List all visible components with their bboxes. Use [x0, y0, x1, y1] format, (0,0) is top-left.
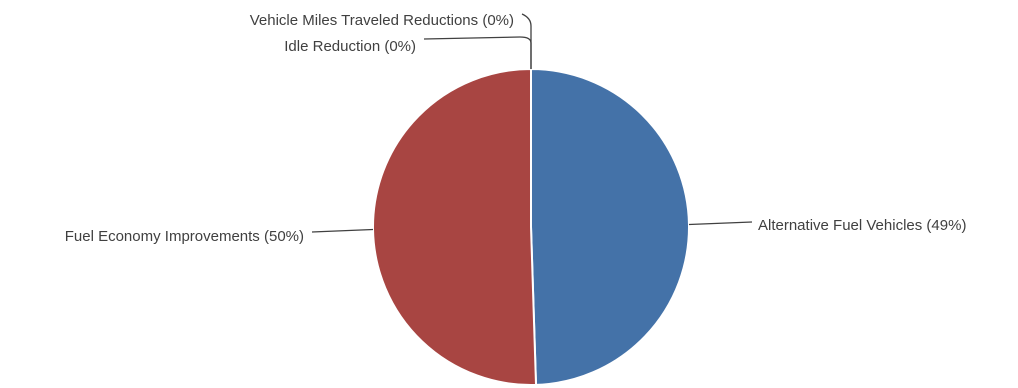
leader-line	[311, 228, 374, 233]
leader-lines	[311, 13, 753, 233]
leader-line	[423, 36, 532, 69]
pie-slices	[372, 67, 690, 386]
slice-label: Fuel Economy Improvements (50%)	[65, 228, 304, 245]
leader-line	[688, 221, 753, 226]
pie-slice-alternative-fuel-vehicles	[530, 67, 690, 386]
slice-labels: Alternative Fuel Vehicles (49%) Fuel Econ…	[65, 12, 967, 245]
slice-label: Vehicle Miles Traveled Reductions (0%)	[250, 12, 514, 29]
pie-slice-fuel-economy-improvements	[372, 67, 538, 386]
slice-label: Alternative Fuel Vehicles (49%)	[758, 217, 966, 234]
leader-line	[521, 13, 532, 69]
slice-label: Idle Reduction (0%)	[284, 38, 416, 55]
